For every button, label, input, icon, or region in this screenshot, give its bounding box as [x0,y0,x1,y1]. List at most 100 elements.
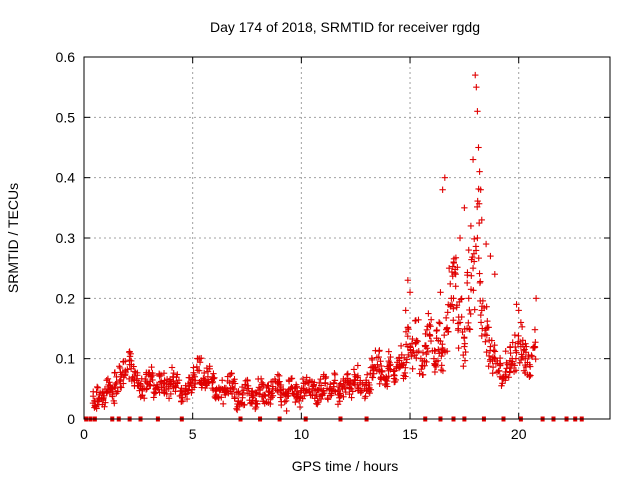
data-point [528,353,536,360]
data-point [468,256,475,263]
data-point [452,271,459,278]
data-point [462,348,469,356]
data-point [321,389,328,397]
data-point [313,400,320,407]
data-point [298,387,305,394]
data-point [463,279,471,287]
data-point [405,351,412,359]
data-point [407,344,414,351]
data-point [285,386,292,393]
data-point [256,386,264,394]
plot-frame [83,56,611,420]
data-point [460,334,468,342]
data-point [336,391,343,399]
data-point [494,357,501,365]
data-point [469,156,477,163]
data-point [91,402,99,409]
data-point [519,337,526,344]
data-point [296,403,304,411]
data-point [369,363,376,371]
data-point [250,392,257,400]
y-tick-label: 0.2 [56,290,76,306]
data-point [502,347,509,355]
data-point [277,394,284,401]
data-point [427,337,435,345]
data-point [524,371,531,378]
data-point [155,370,163,377]
data-point [112,384,119,392]
data-point [209,378,217,386]
data-point [520,347,527,354]
data-point [485,352,493,360]
data-point [190,384,198,391]
data-point [210,375,217,382]
data-point [283,407,290,415]
data-point [450,255,458,263]
data-point [522,340,529,347]
data-point [524,359,531,366]
data-point [478,216,485,224]
data-point [415,316,422,324]
data-point [441,174,449,181]
data-point [170,369,177,377]
data-point [173,380,181,387]
data-point [416,370,423,377]
data-point [165,395,173,402]
data-point [498,382,505,389]
data-point [359,381,366,388]
data-point [468,272,475,279]
data-point [350,366,358,373]
data-point [505,374,512,381]
data-point [521,346,528,353]
data-point [377,368,385,375]
data-point [183,390,191,397]
data-point [317,382,325,389]
data-point [382,377,389,384]
data-point [397,342,405,350]
data-point [94,398,101,405]
data-point [482,240,490,248]
data-point [146,381,153,388]
data-point [337,392,344,399]
data-point [99,397,107,404]
data-point [465,246,472,254]
data-point [201,369,208,377]
data-point [399,362,406,369]
data-point [507,349,514,357]
data-point [461,204,468,212]
data-point [460,362,467,370]
data-point [281,398,288,405]
data-point [442,314,450,322]
data-point [211,374,218,381]
data-point [477,319,485,326]
data-point [168,364,176,371]
data-point [340,393,347,401]
data-point [441,331,448,339]
data-point [107,385,115,393]
data-point [385,357,392,365]
data-point [474,234,481,242]
data-point [437,289,444,296]
data-point [146,372,154,380]
data-point [518,323,526,331]
y-tick-label: 0.1 [56,351,76,367]
data-point [134,382,141,389]
data-point [473,83,480,91]
data-point [126,356,133,364]
data-point [116,377,123,385]
data-point [491,348,499,355]
data-point [182,382,189,389]
data-point [527,363,534,370]
data-point [391,378,399,386]
data-point [312,391,320,399]
data-point [419,349,427,356]
data-point [282,397,290,405]
data-point [179,397,187,405]
data-point [483,348,490,356]
data-point [198,384,205,391]
data-point [194,355,202,363]
data-point [239,394,246,401]
data-point [476,270,483,277]
data-point [511,331,519,339]
data-point [465,319,472,327]
